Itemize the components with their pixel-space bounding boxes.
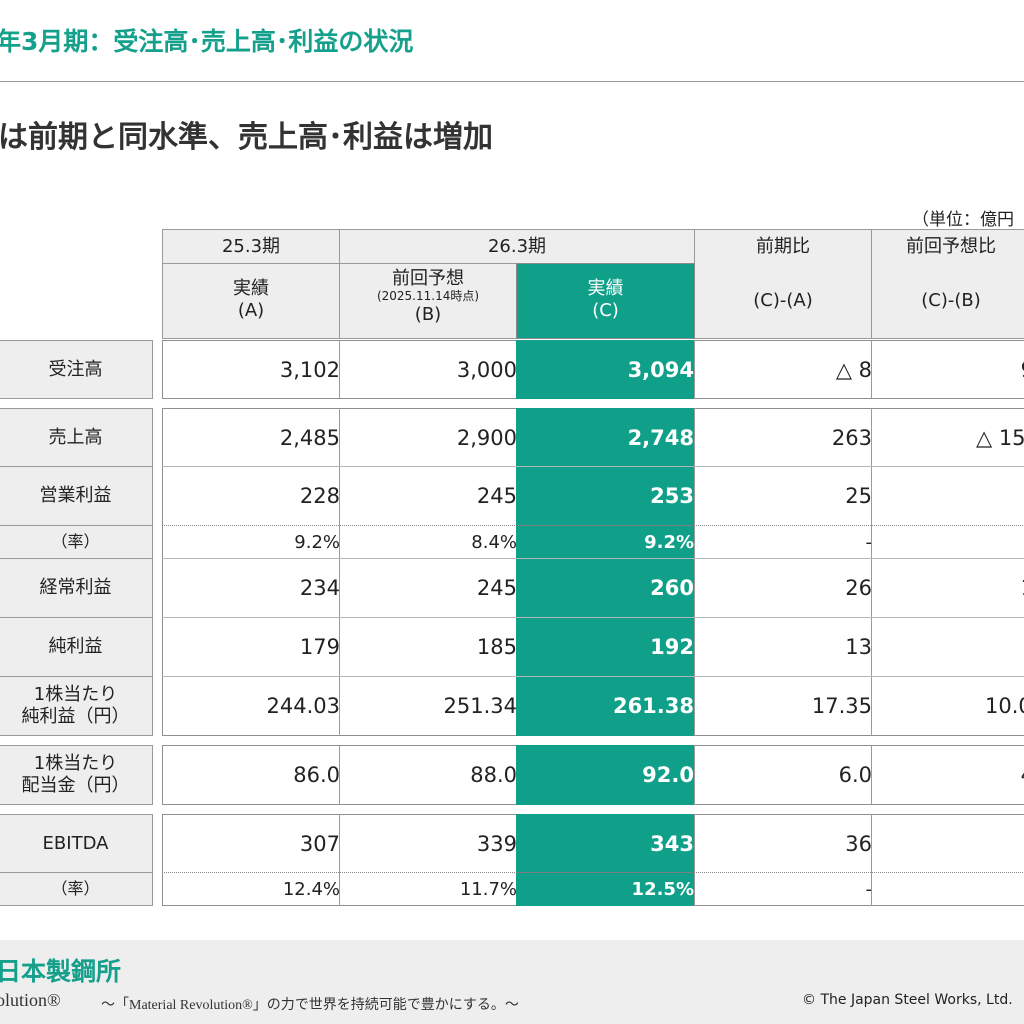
highlight-column (516, 408, 695, 736)
value-cell-highlight: 343 (650, 831, 694, 856)
value-cell: 245 (476, 484, 517, 508)
column-divider (871, 408, 872, 736)
highlight-column (516, 814, 695, 906)
value-cell-highlight: 9.2% (644, 531, 694, 553)
value-cell: 339 (476, 831, 517, 856)
header-fy26: 26.3期 (339, 229, 695, 264)
value-cell: 26 (845, 576, 872, 600)
row-divider (162, 558, 1024, 559)
header-actual-c: 実績 (C) (516, 263, 695, 339)
row-label-net-income: 純利益 (0, 617, 153, 677)
column-divider (694, 814, 695, 906)
value-cell: 17.35 (811, 694, 872, 718)
value-cell: 234 (299, 576, 340, 600)
value-cell: 86.0 (293, 763, 340, 787)
row-label-dividend: 1株当たり 配当金（円） (0, 745, 153, 805)
copyright: © The Japan Steel Works, Ltd. (802, 992, 1013, 1008)
header-fy25: 25.3期 (162, 229, 340, 264)
value-cell-highlight: 2,748 (627, 425, 694, 450)
value-cell: 36 (845, 831, 872, 856)
header-actual-a: 実績 (A) (162, 263, 340, 339)
value-cell-highlight: 92.0 (642, 763, 694, 787)
value-cell-highlight: 12.5% (631, 878, 694, 900)
row-label-eps: 1株当たり 純利益（円） (0, 676, 153, 736)
value-cell: 9 (878, 340, 1024, 399)
value-cell: △ 15 (976, 425, 1024, 450)
page-subtitle: は前期と同水準、売上高･利益は増加 (0, 120, 493, 155)
value-cell: 10.0 (985, 694, 1024, 718)
column-divider (339, 340, 340, 399)
column-divider (871, 745, 872, 805)
page-title: 年3月期：受注高･売上高･利益の状況 (0, 27, 414, 56)
value-cell: 3,000 (456, 357, 517, 382)
value-cell: - (865, 878, 873, 900)
column-divider (339, 408, 340, 736)
value-cell: 88.0 (470, 763, 517, 787)
value-cell-highlight: 253 (650, 484, 694, 508)
value-cell: 2,900 (456, 425, 517, 450)
title-divider (0, 81, 1024, 82)
row-label-ebitda: EBITDA (0, 814, 153, 873)
row-divider (162, 676, 1024, 677)
highlight-column (516, 745, 695, 805)
slogan: ～「Material Revolution®」の力で世界を持続可能で豊かにする。… (101, 998, 519, 1013)
row-label-orders: 受注高 (0, 340, 153, 399)
row-divider (162, 525, 1024, 526)
value-cell-highlight: 192 (650, 635, 694, 659)
value-cell: 1 (878, 558, 1024, 618)
row-label-operating-profit: 営業利益 (0, 466, 153, 526)
value-cell: 25 (845, 484, 872, 508)
tagline: olution® (0, 990, 61, 1010)
value-cell: 11.7% (459, 878, 517, 900)
value-cell: 245 (476, 576, 517, 600)
column-divider (339, 814, 340, 906)
value-cell: △ 8 (835, 357, 872, 382)
column-divider (694, 745, 695, 805)
row-label-sales: 売上高 (0, 408, 153, 467)
value-cell: 307 (299, 831, 340, 856)
value-cell: 185 (476, 635, 517, 659)
value-cell-highlight: 260 (650, 576, 694, 600)
value-cell: - (865, 531, 873, 553)
row-divider (162, 617, 1024, 618)
company-logo: 日本製鋼所 (0, 957, 122, 986)
footer-bar (0, 940, 1024, 1024)
value-cell: 228 (299, 484, 340, 508)
column-divider (871, 340, 872, 399)
value-cell: 13 (845, 635, 872, 659)
value-cell: 244.03 (266, 694, 340, 718)
column-divider (339, 745, 340, 805)
value-cell: 251.34 (443, 694, 517, 718)
column-divider (694, 408, 695, 736)
value-cell: 8.4% (471, 531, 517, 553)
row-label-op-margin: （率） (0, 525, 153, 559)
row-label-ordinary-profit: 経常利益 (0, 558, 153, 618)
value-cell-highlight: 3,094 (627, 357, 694, 382)
value-cell: 3,102 (279, 357, 340, 382)
row-divider (162, 872, 1024, 873)
column-divider (694, 340, 695, 399)
highlight-column (516, 340, 695, 399)
unit-note: （単位：億円 (912, 210, 1014, 230)
value-cell: 263 (831, 425, 872, 450)
header-vs-forecast: 前回予想比 (C)-(B) (871, 229, 1024, 339)
row-divider (162, 466, 1024, 467)
header-forecast-b: 前回予想 (2025.11.14時点) (B) (339, 263, 517, 339)
row-label-ebitda-margin: （率） (0, 872, 153, 906)
value-cell: 6.0 (838, 763, 872, 787)
value-cell: 9.2% (294, 531, 340, 553)
column-divider (871, 814, 872, 906)
value-cell: 179 (299, 635, 340, 659)
value-cell-highlight: 261.38 (612, 694, 694, 718)
value-cell: 4 (878, 745, 1024, 805)
value-cell: 2,485 (279, 425, 340, 450)
value-cell: 12.4% (282, 878, 340, 900)
header-yoy: 前期比 (C)-(A) (694, 229, 872, 339)
